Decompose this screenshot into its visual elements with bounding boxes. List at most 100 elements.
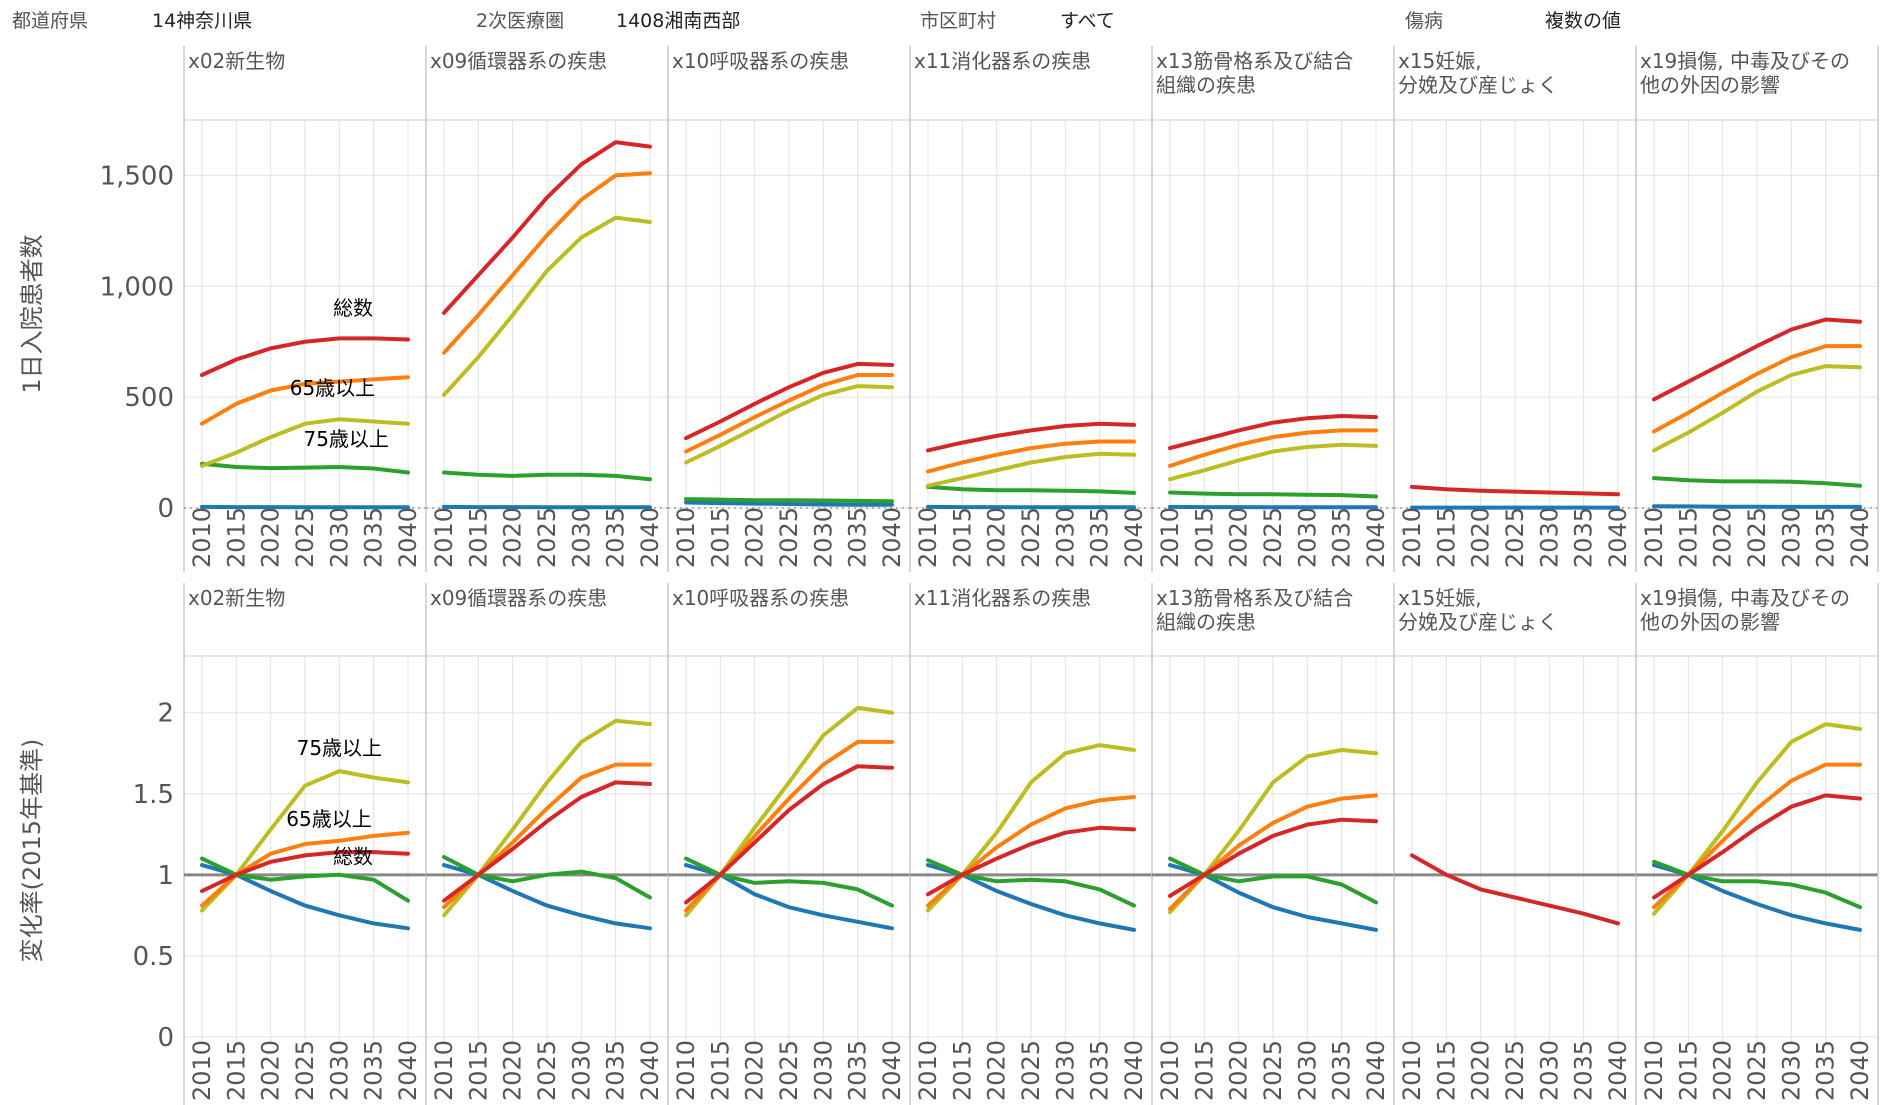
- series-line: [684, 764, 894, 905]
- y-tick-label: 0: [157, 1023, 174, 1053]
- x-tick-label: 2040: [636, 1040, 664, 1101]
- x-tick-label: 2030: [567, 507, 595, 568]
- series-line: [926, 451, 1136, 488]
- x-tick-label: 2030: [1293, 507, 1321, 568]
- x-tick-label: 2015: [1674, 1040, 1702, 1101]
- y-tick-label: 1,500: [100, 161, 174, 191]
- x-tick-label: 2020: [741, 1040, 769, 1101]
- x-tick-label: 2010: [188, 507, 216, 568]
- x-tick-label: 2015: [222, 507, 250, 568]
- x-tick-label: 2025: [1743, 1040, 1771, 1101]
- series-line: [442, 140, 652, 315]
- x-tick-label: 2035: [360, 507, 388, 568]
- series-line: [1652, 504, 1862, 509]
- x-tick-label: 2020: [983, 507, 1011, 568]
- series-line: [684, 497, 894, 504]
- x-tick-label: 2040: [1362, 507, 1390, 568]
- series-line: [442, 470, 652, 482]
- panel-title: x09循環器系の疾患: [430, 49, 607, 73]
- panel-title: x09循環器系の疾患: [430, 586, 607, 610]
- series-line: [1410, 484, 1620, 497]
- panel-title: x02新生物: [188, 49, 285, 73]
- panel-title: x19損傷, 中毒及びその: [1640, 586, 1850, 610]
- x-tick-label: 2020: [499, 1040, 527, 1101]
- y-tick-label: 0: [157, 494, 174, 524]
- x-tick-label: 2010: [1398, 1040, 1426, 1101]
- series-line: [200, 850, 410, 893]
- series-annotation: 65歳以上: [290, 376, 375, 400]
- x-tick-label: 2030: [1051, 1040, 1079, 1101]
- x-tick-label: 2035: [1812, 507, 1840, 568]
- y-tick-label: 500: [124, 383, 174, 413]
- filter-value-municipality[interactable]: すべて: [1060, 10, 1115, 32]
- x-tick-label: 2025: [533, 1040, 561, 1101]
- panel-1-1: x09循環器系の疾患 2010 2015 2020 2025 2030 2035 2040: [425, 583, 668, 1105]
- x-tick-label: 2010: [188, 1040, 216, 1101]
- x-tick-label: 2035: [844, 507, 872, 568]
- panel-title: x10呼吸器系の疾患: [672, 586, 849, 610]
- panel-title: x15妊娠,: [1398, 49, 1482, 73]
- series-line: [1410, 853, 1620, 926]
- x-tick-label: 2015: [706, 507, 734, 568]
- x-tick-label: 2020: [1709, 507, 1737, 568]
- y-tick-label: 1: [157, 861, 174, 891]
- x-tick-label: 2025: [1017, 1040, 1045, 1101]
- x-tick-label: 2025: [291, 1040, 319, 1101]
- series-line: [200, 375, 410, 426]
- filter-label-disease: 傷病: [1405, 10, 1444, 32]
- x-tick-label: 2040: [878, 1040, 906, 1101]
- x-tick-label: 2020: [1467, 1040, 1495, 1101]
- x-tick-label: 2010: [672, 1040, 700, 1101]
- panel-title: x15妊娠,: [1398, 586, 1482, 610]
- x-tick-label: 2030: [1777, 1040, 1805, 1101]
- series-line: [1652, 364, 1862, 453]
- panel-title: 分娩及び産じょく: [1398, 73, 1558, 97]
- x-tick-label: 2010: [1156, 507, 1184, 568]
- x-tick-label: 2015: [464, 507, 492, 568]
- series-line: [926, 484, 1136, 495]
- y-tick-label: 1,000: [100, 272, 174, 302]
- series-line: [1168, 817, 1378, 898]
- series-line: [442, 780, 652, 903]
- x-tick-label: 2020: [1467, 507, 1495, 568]
- filter-value-prefecture[interactable]: 14神奈川県: [152, 10, 253, 32]
- panel-title: 他の外因の影響: [1640, 73, 1780, 97]
- series-line: [442, 171, 652, 355]
- x-tick-label: 2015: [464, 1040, 492, 1101]
- panel-title: x11消化器系の疾患: [914, 586, 1091, 610]
- x-tick-label: 2035: [1328, 1040, 1356, 1101]
- x-tick-label: 2040: [1120, 507, 1148, 568]
- x-tick-label: 2015: [1432, 1040, 1460, 1101]
- x-tick-label: 2020: [1225, 507, 1253, 568]
- series-line: [684, 384, 894, 465]
- series-line: [200, 461, 410, 475]
- panel-0-2: x10呼吸器系の疾患 2010 2015 2020 2025 2030 2035 2040: [667, 46, 910, 572]
- series-annotation: 総数: [333, 296, 373, 320]
- series-line: [1652, 476, 1862, 488]
- y-tick-label: 2: [157, 699, 174, 729]
- x-tick-label: 2030: [1051, 507, 1079, 568]
- x-tick-label: 2035: [602, 507, 630, 568]
- x-tick-label: 2015: [1674, 507, 1702, 568]
- x-tick-label: 2025: [1501, 1040, 1529, 1101]
- x-tick-label: 2020: [741, 507, 769, 568]
- x-tick-label: 2035: [1570, 1040, 1598, 1101]
- panel-title: x10呼吸器系の疾患: [672, 49, 849, 73]
- panel-title: x11消化器系の疾患: [914, 49, 1091, 73]
- x-tick-label: 2030: [567, 1040, 595, 1101]
- x-tick-label: 2015: [1190, 507, 1218, 568]
- x-tick-label: 2030: [325, 1040, 353, 1101]
- x-tick-label: 2025: [1259, 507, 1287, 568]
- filter-value-disease[interactable]: 複数の値: [1545, 10, 1622, 32]
- series-line: [926, 825, 1136, 897]
- panel-title: x19損傷, 中毒及びその: [1640, 49, 1850, 73]
- filter-value-medical-area[interactable]: 1408湘南西部: [616, 10, 741, 32]
- x-tick-label: 2020: [499, 507, 527, 568]
- series-line: [1652, 317, 1862, 402]
